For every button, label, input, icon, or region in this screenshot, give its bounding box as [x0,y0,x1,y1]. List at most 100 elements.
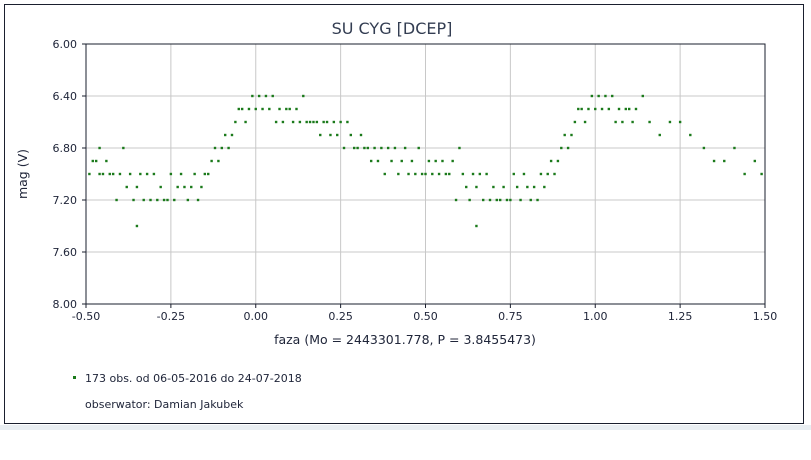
data-point [492,185,495,189]
data-point [475,185,478,189]
data-point [475,224,478,228]
data-point [434,159,437,163]
data-point [271,94,274,98]
x-tick-label: 1.50 [753,310,778,323]
legend-marker [73,376,76,379]
data-point [339,120,342,124]
data-point [325,120,329,124]
data-point [336,133,339,137]
data-point [471,172,475,176]
data-point [159,185,162,189]
data-point [281,120,285,124]
data-point [427,159,431,163]
data-point [230,133,234,137]
data-point [251,94,254,98]
y-axis-label: mag (V) [15,149,30,199]
data-point [532,185,536,189]
x-tick-label: 1.00 [583,310,608,323]
data-point [186,198,190,202]
data-point [668,120,672,124]
data-point [386,146,390,150]
data-point [268,107,271,111]
x-axis-label: faza (Mo = 2443301.778, P = 3.8455473) [274,332,536,347]
data-point [403,146,407,150]
data-point [600,107,604,111]
data-point [98,172,101,176]
data-point [393,146,397,150]
y-tick-label: 6.40 [53,90,78,103]
data-point [454,198,458,202]
data-point [288,107,291,111]
data-point [509,198,512,202]
chart-frame [4,4,804,424]
data-point [536,198,539,202]
data-point [196,198,200,202]
x-axis-ticks: -0.50 -0.25 0.00 0.25 0.50 0.75 1.00 1.25 1.50 [72,304,777,323]
data-point [315,120,319,124]
data-point [390,159,393,163]
frame-shadow [0,425,811,430]
data-point [312,120,315,124]
data-point [285,107,288,111]
data-point [203,172,207,176]
data-point [115,198,118,202]
data-point [179,172,183,176]
y-tick-label: 8.00 [53,298,78,311]
data-point [369,159,373,163]
data-point [210,159,213,163]
data-point [132,198,135,202]
data-point [628,107,631,111]
data-point [244,120,247,124]
data-point [322,120,325,124]
data-point [329,133,332,137]
data-point [264,94,268,98]
y-tick-label: 6.00 [53,38,78,51]
data-point [173,198,176,202]
data-point [101,172,105,176]
data-point [295,107,298,111]
data-point [583,120,587,124]
data-point [702,146,706,150]
data-point [94,159,98,163]
data-point [488,198,492,202]
x-tick-label: 0.25 [328,310,353,323]
data-point [319,133,322,137]
data-point [723,159,726,163]
data-point [349,133,353,137]
data-point [383,172,386,176]
data-point [176,185,179,189]
y-tick-label: 7.20 [53,194,78,207]
data-point [444,172,448,176]
data-point [566,146,570,150]
data-point [142,198,145,202]
data-point [261,107,264,111]
data-point [621,120,624,124]
data-point [624,107,628,111]
data-point [105,159,108,163]
data-point [505,198,509,202]
data-point [183,185,186,189]
data-point [200,185,203,189]
data-point [135,185,139,189]
data-point [149,198,152,202]
data-point [240,107,244,111]
observer-text: obserwator: Damian Jakubek [85,398,244,411]
data-point [125,185,128,189]
x-tick-label: 0.50 [413,310,438,323]
data-point [98,146,101,150]
data-point [111,172,115,176]
data-point [498,198,502,202]
data-point [573,120,577,124]
data-point [604,94,607,98]
data-point [152,172,156,176]
data-point [213,146,217,150]
data-point [733,146,736,150]
data-point [302,94,305,98]
data-point [237,107,240,111]
data-point [590,94,594,98]
data-point [135,224,139,228]
y-axis-ticks: 6.00 6.40 6.80 7.20 7.60 8.00 [53,38,86,311]
data-point [641,94,644,98]
data-point [400,159,403,163]
data-point [594,107,597,111]
